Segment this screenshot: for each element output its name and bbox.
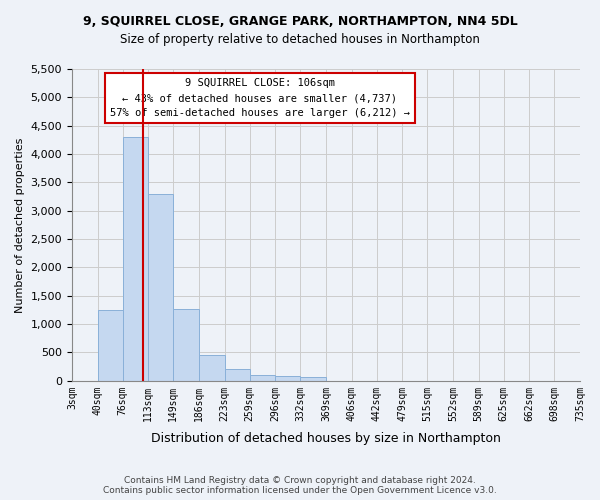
Bar: [275, 376, 300, 381]
Bar: [148, 194, 173, 381]
Bar: [250, 375, 275, 381]
Y-axis label: Number of detached properties: Number of detached properties: [15, 137, 25, 312]
Text: Contains HM Land Registry data © Crown copyright and database right 2024.
Contai: Contains HM Land Registry data © Crown c…: [103, 476, 497, 495]
X-axis label: Distribution of detached houses by size in Northampton: Distribution of detached houses by size …: [151, 432, 501, 445]
Bar: [199, 354, 224, 381]
Bar: [98, 310, 122, 381]
Bar: [122, 137, 148, 381]
Bar: [224, 370, 250, 381]
Text: 9, SQUIRREL CLOSE, GRANGE PARK, NORTHAMPTON, NN4 5DL: 9, SQUIRREL CLOSE, GRANGE PARK, NORTHAMP…: [83, 15, 517, 28]
Bar: [173, 309, 199, 381]
Text: 9 SQUIRREL CLOSE: 106sqm
← 43% of detached houses are smaller (4,737)
57% of sem: 9 SQUIRREL CLOSE: 106sqm ← 43% of detach…: [110, 78, 410, 118]
Text: Size of property relative to detached houses in Northampton: Size of property relative to detached ho…: [120, 32, 480, 46]
Bar: [300, 378, 326, 381]
